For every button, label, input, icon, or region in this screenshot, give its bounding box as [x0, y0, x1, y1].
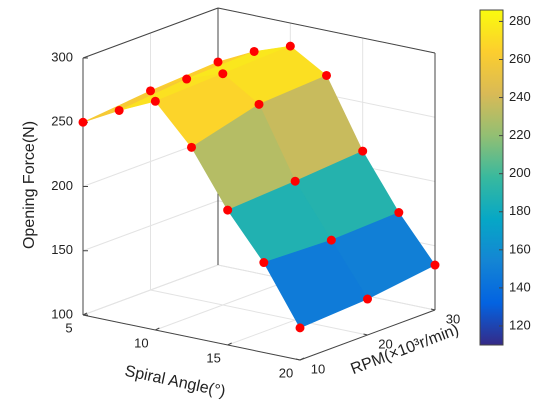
data-point: [146, 86, 155, 96]
y-axis-label: RPM(×10³r/min): [349, 321, 462, 378]
tick-mark: [155, 327, 160, 331]
z-tick-label: 250: [51, 114, 73, 129]
data-point: [187, 142, 196, 152]
colorbar-tick-label: 120: [509, 317, 531, 332]
axis-edge: [82, 7, 219, 59]
tick-mark: [363, 333, 368, 336]
x-tick-label: 20: [279, 365, 293, 380]
y-tick-label: 30: [446, 311, 460, 326]
data-point: [295, 323, 305, 333]
data-point: [150, 96, 160, 106]
tick-mark: [82, 312, 88, 316]
colorbar: [479, 9, 504, 346]
axis-edge: [82, 314, 301, 361]
z-tick-label: 150: [51, 242, 73, 257]
colorbar-tick-label: 220: [509, 127, 531, 142]
data-point: [394, 208, 404, 218]
tick-mark: [299, 357, 305, 361]
colorbar-tick-label: 180: [509, 203, 531, 218]
y-tick-label: 10: [311, 361, 325, 376]
data-point: [259, 258, 269, 268]
colorbar-tick-label: 200: [509, 165, 531, 180]
data-point: [213, 57, 223, 67]
data-point: [114, 105, 124, 115]
data-point: [218, 69, 228, 79]
tick-mark: [227, 342, 232, 346]
tick-mark: [295, 358, 301, 361]
colorbar-tick-label: 280: [509, 13, 531, 28]
data-point: [363, 294, 372, 304]
data-point: [78, 117, 88, 127]
z-tick-label: 200: [51, 178, 73, 193]
z-tick-label: 300: [51, 49, 73, 64]
z-axis-label: Opening Force(N): [21, 121, 38, 249]
data-point: [182, 74, 192, 84]
data-point: [358, 146, 368, 156]
z-tick-label: 100: [51, 306, 73, 321]
data-point: [430, 260, 440, 270]
x-axis-label: Spiral Angle(°): [123, 363, 227, 401]
colorbar-tick-label: 140: [509, 279, 531, 294]
data-point: [223, 205, 233, 215]
grid-line: [150, 289, 368, 336]
colorbar-tick-label: 260: [509, 51, 531, 66]
data-point: [290, 176, 300, 186]
axis-edge: [217, 7, 436, 54]
data-point: [285, 41, 295, 51]
colorbar-tick-label: 160: [509, 241, 531, 256]
data-point: [254, 99, 264, 109]
x-tick-label: 10: [134, 335, 148, 350]
tick-mark: [430, 308, 436, 311]
data-point: [326, 235, 336, 245]
colorbar-tick-label: 240: [509, 89, 531, 104]
data-point: [249, 46, 259, 56]
x-tick-label: 5: [65, 320, 72, 335]
x-tick-label: 15: [206, 350, 220, 365]
y-tick-label: 20: [378, 336, 392, 351]
data-point: [322, 70, 331, 80]
